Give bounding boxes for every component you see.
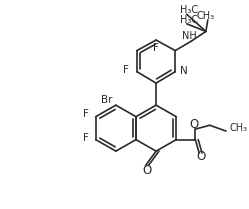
Text: N: N <box>180 66 188 76</box>
Text: Br: Br <box>101 95 112 105</box>
Text: H₃C: H₃C <box>180 15 198 25</box>
Text: O: O <box>142 164 151 177</box>
Text: NH: NH <box>182 31 197 41</box>
Text: F: F <box>153 43 159 53</box>
Text: CH₃: CH₃ <box>197 11 215 21</box>
Text: F: F <box>83 109 89 119</box>
Text: CH₃: CH₃ <box>230 123 248 133</box>
Text: O: O <box>196 150 206 163</box>
Text: F: F <box>83 133 89 143</box>
Text: O: O <box>190 118 199 131</box>
Text: F: F <box>123 65 128 75</box>
Text: H₃C: H₃C <box>180 5 198 15</box>
